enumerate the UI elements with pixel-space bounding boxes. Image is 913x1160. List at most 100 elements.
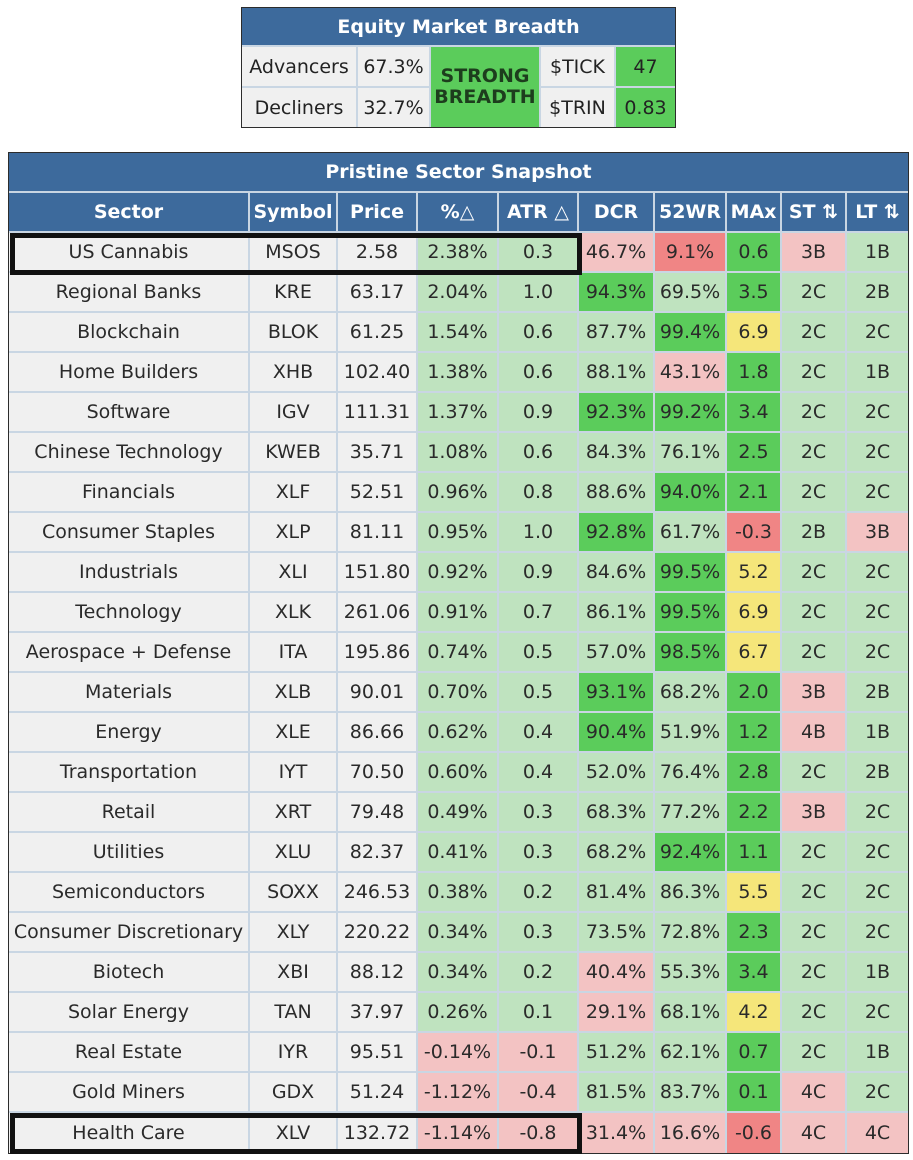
cell-st: 2C [782,433,847,473]
cell-pct-change: 0.74% [418,633,499,673]
cell-atr-change: 0.3 [499,793,579,833]
trin-label: $TRIN [541,88,616,127]
cell-max: 3.4 [727,393,782,433]
cell-dcr: 46.7% [579,233,655,273]
cell-dcr: 88.6% [579,473,655,513]
cell-sector: Utilities [9,833,250,873]
cell-pct-change: 0.62% [418,713,499,753]
cell-price: 195.86 [338,633,418,673]
cell-lt: 2C [847,593,908,633]
cell-dcr: 81.4% [579,873,655,913]
cell-symbol: IYR [250,1033,338,1073]
cell-max: 5.2 [727,553,782,593]
cell-lt: 2B [847,753,908,793]
cell-max: 2.1 [727,473,782,513]
cell-dcr: 92.8% [579,513,655,553]
cell-symbol: XLV [250,1113,338,1153]
cell-dcr: 88.1% [579,353,655,393]
cell-pct-change: 1.08% [418,433,499,473]
cell-sector: Health Care [9,1113,250,1153]
cell-52wr: 76.1% [655,433,727,473]
sector-snapshot-table: Pristine Sector Snapshot Sector Symbol Pri… [8,152,909,1154]
cell-price: 2.58 [338,233,418,273]
cell-max: 2.5 [727,433,782,473]
cell-sector: Materials [9,673,250,713]
cell-price: 132.72 [338,1113,418,1153]
cell-price: 52.51 [338,473,418,513]
cell-pct-change: 0.38% [418,873,499,913]
cell-sector: Technology [9,593,250,633]
cell-atr-change: -0.4 [499,1073,579,1113]
column-header-dcr: DCR [579,193,655,233]
snapshot-title: Pristine Sector Snapshot [9,153,908,193]
cell-max: 5.5 [727,873,782,913]
advancers-value: 67.3% [358,47,431,88]
cell-atr-change: 0.6 [499,433,579,473]
cell-pct-change: 0.60% [418,753,499,793]
cell-52wr: 99.4% [655,313,727,353]
breadth-title: Equity Market Breadth [242,8,675,47]
cell-lt: 2C [847,833,908,873]
cell-52wr: 98.5% [655,633,727,673]
cell-st: 2B [782,513,847,553]
cell-price: 63.17 [338,273,418,313]
cell-symbol: KWEB [250,433,338,473]
cell-dcr: 86.1% [579,593,655,633]
cell-52wr: 43.1% [655,353,727,393]
cell-pct-change: 2.38% [418,233,499,273]
cell-st: 3B [782,233,847,273]
cell-52wr: 16.6% [655,1113,727,1153]
cell-price: 81.11 [338,513,418,553]
cell-pct-change: 0.91% [418,593,499,633]
cell-52wr: 55.3% [655,953,727,993]
column-header-pct-change: %△ [418,193,499,233]
cell-dcr: 84.3% [579,433,655,473]
column-header-max: MAx [727,193,782,233]
cell-atr-change: 0.5 [499,673,579,713]
cell-st: 2C [782,313,847,353]
cell-dcr: 51.2% [579,1033,655,1073]
cell-price: 61.25 [338,313,418,353]
cell-st: 2C [782,953,847,993]
cell-max: 6.9 [727,313,782,353]
breadth-status-badge: STRONG BREADTH [431,47,541,127]
cell-sector: Aerospace + Defense [9,633,250,673]
cell-symbol: GDX [250,1073,338,1113]
cell-symbol: XLE [250,713,338,753]
cell-52wr: 76.4% [655,753,727,793]
cell-52wr: 99.5% [655,553,727,593]
cell-52wr: 68.1% [655,993,727,1033]
cell-52wr: 99.2% [655,393,727,433]
cell-price: 111.31 [338,393,418,433]
cell-sector: Blockchain [9,313,250,353]
cell-price: 37.97 [338,993,418,1033]
cell-price: 95.51 [338,1033,418,1073]
cell-atr-change: -0.8 [499,1113,579,1153]
cell-max: -0.3 [727,513,782,553]
cell-st: 2C [782,1033,847,1073]
trin-value: 0.83 [616,88,675,127]
cell-52wr: 94.0% [655,473,727,513]
cell-pct-change: 0.92% [418,553,499,593]
decliners-value: 32.7% [358,88,431,127]
cell-52wr: 92.4% [655,833,727,873]
cell-lt: 2C [847,993,908,1033]
cell-atr-change: 0.8 [499,473,579,513]
cell-pct-change: 0.70% [418,673,499,713]
cell-lt: 2C [847,553,908,593]
cell-symbol: IYT [250,753,338,793]
cell-pct-change: 0.26% [418,993,499,1033]
cell-symbol: MSOS [250,233,338,273]
cell-lt: 2C [847,1073,908,1113]
cell-atr-change: 0.4 [499,713,579,753]
cell-lt: 1B [847,233,908,273]
cell-lt: 2C [847,913,908,953]
cell-52wr: 9.1% [655,233,727,273]
advancers-label: Advancers [242,47,358,88]
cell-st: 2C [782,393,847,433]
cell-st: 2C [782,593,847,633]
cell-lt: 2B [847,673,908,713]
cell-atr-change: 1.0 [499,273,579,313]
cell-dcr: 29.1% [579,993,655,1033]
cell-symbol: IGV [250,393,338,433]
